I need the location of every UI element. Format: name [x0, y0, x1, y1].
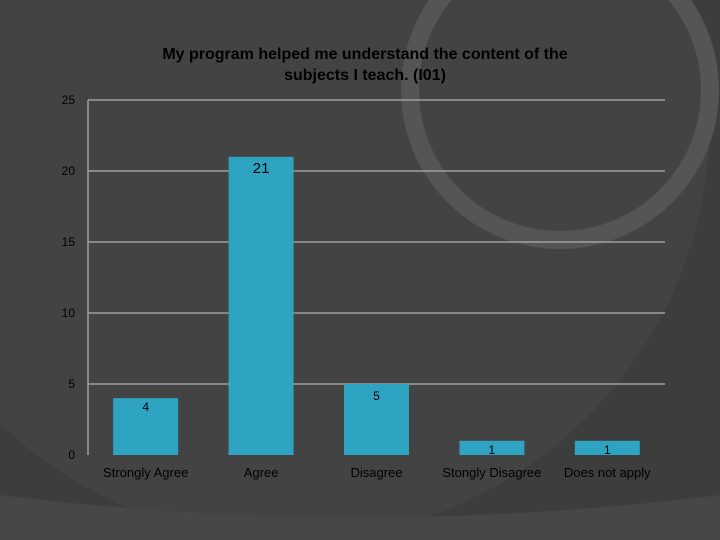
x-tick-label: Disagree — [350, 465, 402, 480]
data-label: 1 — [489, 443, 496, 457]
bar — [344, 384, 409, 455]
y-tick-label: 20 — [62, 164, 76, 178]
y-tick-label: 15 — [62, 235, 76, 249]
bar — [574, 440, 640, 455]
data-label: 21 — [253, 160, 270, 177]
x-tick-label: Stongly Disagree — [442, 465, 541, 480]
bar — [228, 156, 294, 456]
chart-title: My program helped me understand the cont… — [90, 44, 640, 86]
decor-bottom-wave — [0, 495, 720, 540]
chart-title-line2: subjects I teach. (I01) — [284, 67, 446, 84]
y-tick-label: 5 — [68, 377, 75, 391]
y-tick-label: 0 — [68, 448, 75, 462]
x-tick-label: Agree — [244, 465, 279, 480]
data-label: 1 — [604, 443, 611, 457]
bar — [113, 398, 179, 455]
y-tick-label: 25 — [62, 93, 76, 107]
decor-ring — [401, 0, 719, 249]
chart-title-line1: My program helped me understand the cont… — [162, 46, 568, 63]
x-tick-label: Does not apply — [564, 465, 651, 480]
data-label: 5 — [373, 389, 380, 403]
data-label: 4 — [142, 400, 149, 414]
x-tick-label: Strongly Agree — [103, 465, 188, 480]
y-tick-label: 10 — [62, 306, 76, 320]
bar — [459, 440, 525, 455]
